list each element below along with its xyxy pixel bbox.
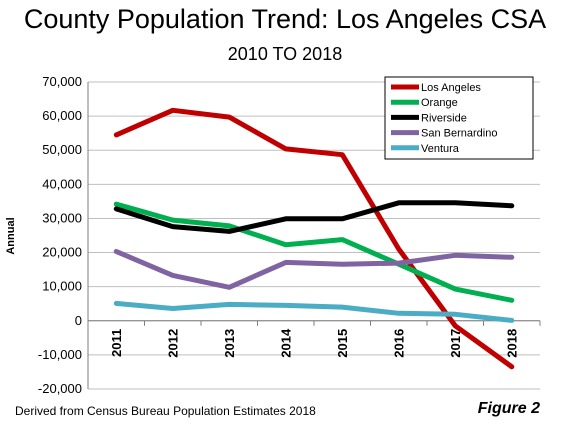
series-line-orange bbox=[113, 201, 515, 303]
legend-label: Los Angeles bbox=[421, 82, 481, 94]
x-tick-label: 2016 bbox=[392, 329, 407, 358]
chart-subtitle: 2010 TO 2018 bbox=[227, 44, 343, 64]
y-tick-label: -10,000 bbox=[38, 347, 82, 362]
y-tick-label: 30,000 bbox=[42, 210, 82, 225]
legend-label: Riverside bbox=[421, 112, 467, 124]
x-tick-label: 2015 bbox=[335, 329, 350, 358]
series-line-ventura bbox=[113, 300, 515, 323]
x-tick-label: 2013 bbox=[222, 329, 237, 358]
legend-label: Orange bbox=[421, 97, 458, 109]
x-tick-label: 2012 bbox=[166, 329, 181, 358]
legend-label: Ventura bbox=[421, 143, 460, 155]
source-note: Derived from Census Bureau Population Es… bbox=[15, 404, 316, 418]
y-tick-label: 70,000 bbox=[42, 74, 82, 89]
y-tick-label: 0 bbox=[75, 313, 82, 328]
y-tick-label: 40,000 bbox=[42, 176, 82, 191]
x-tick-label: 2014 bbox=[279, 328, 294, 358]
x-tick-label: 2017 bbox=[448, 329, 463, 358]
x-tick-label: 2018 bbox=[505, 329, 520, 358]
y-tick-label: 10,000 bbox=[42, 279, 82, 294]
x-axis-ticks: 2011 2012 2013 2014 2015 2016 2017 2018 bbox=[109, 320, 541, 358]
y-axis-label: Annual bbox=[5, 217, 17, 254]
figure-label: Figure 2 bbox=[477, 400, 540, 417]
series-lines bbox=[113, 107, 515, 370]
y-axis-ticks: 70,000 60,000 50,000 40,000 30,000 20,000 10,0… bbox=[38, 74, 82, 396]
legend-label: San Bernardino bbox=[421, 128, 497, 140]
chart-title: County Population Trend: Los Angeles CSA bbox=[23, 4, 547, 34]
y-tick-label: 20,000 bbox=[42, 245, 82, 260]
x-tick-label: 2011 bbox=[109, 329, 124, 357]
y-tick-label: 60,000 bbox=[42, 108, 82, 123]
y-tick-label: 50,000 bbox=[42, 142, 82, 157]
legend: Los Angeles Orange Riverside San Bernardino… bbox=[384, 76, 534, 160]
series-line-riverside bbox=[113, 200, 515, 234]
y-tick-label: -20,000 bbox=[38, 381, 82, 396]
series-line-san-bernardino bbox=[113, 249, 515, 290]
